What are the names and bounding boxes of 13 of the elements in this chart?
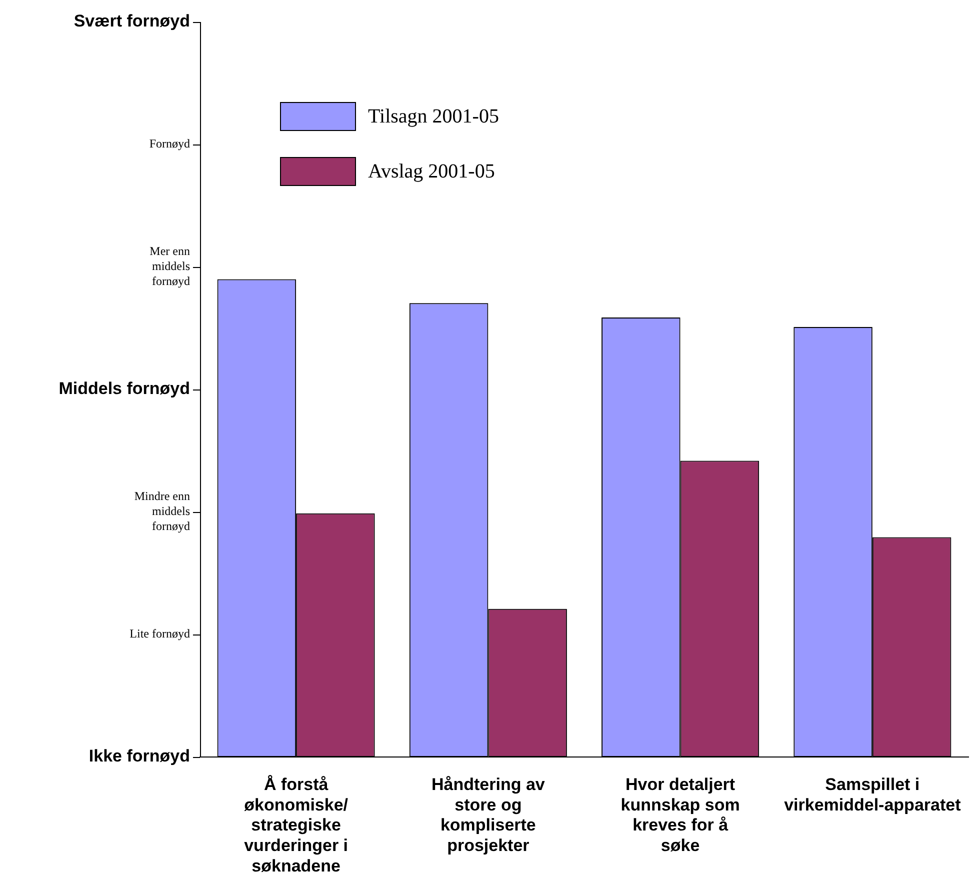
x-tick-label: Samspillet i virkemiddel-apparatet [784, 774, 962, 814]
text: Mindre enn middels fornøyd [134, 489, 190, 534]
x-tick-label: Å forstå økonomiske/ strategiske vurderinger i søknadene [244, 774, 348, 876]
x-tick-label: Håndtering av store og kompliserte prosjekter [431, 774, 546, 856]
text: Fornøyd [149, 136, 190, 151]
text: Middels fornøyd [58, 379, 190, 398]
x-tick-label: Hvor detaljert kunnskap som kreves for å søke [620, 774, 740, 856]
text: Ikke fornøyd [88, 746, 190, 766]
text: Lite fornøyd [130, 626, 190, 641]
legend-label: Avslag 2001-05 [368, 160, 495, 182]
text: Mer enn middels fornøyd [150, 244, 190, 288]
text: Svært fornøyd [74, 12, 190, 31]
legend-label: Tilsagn 2001-05 [368, 105, 499, 128]
